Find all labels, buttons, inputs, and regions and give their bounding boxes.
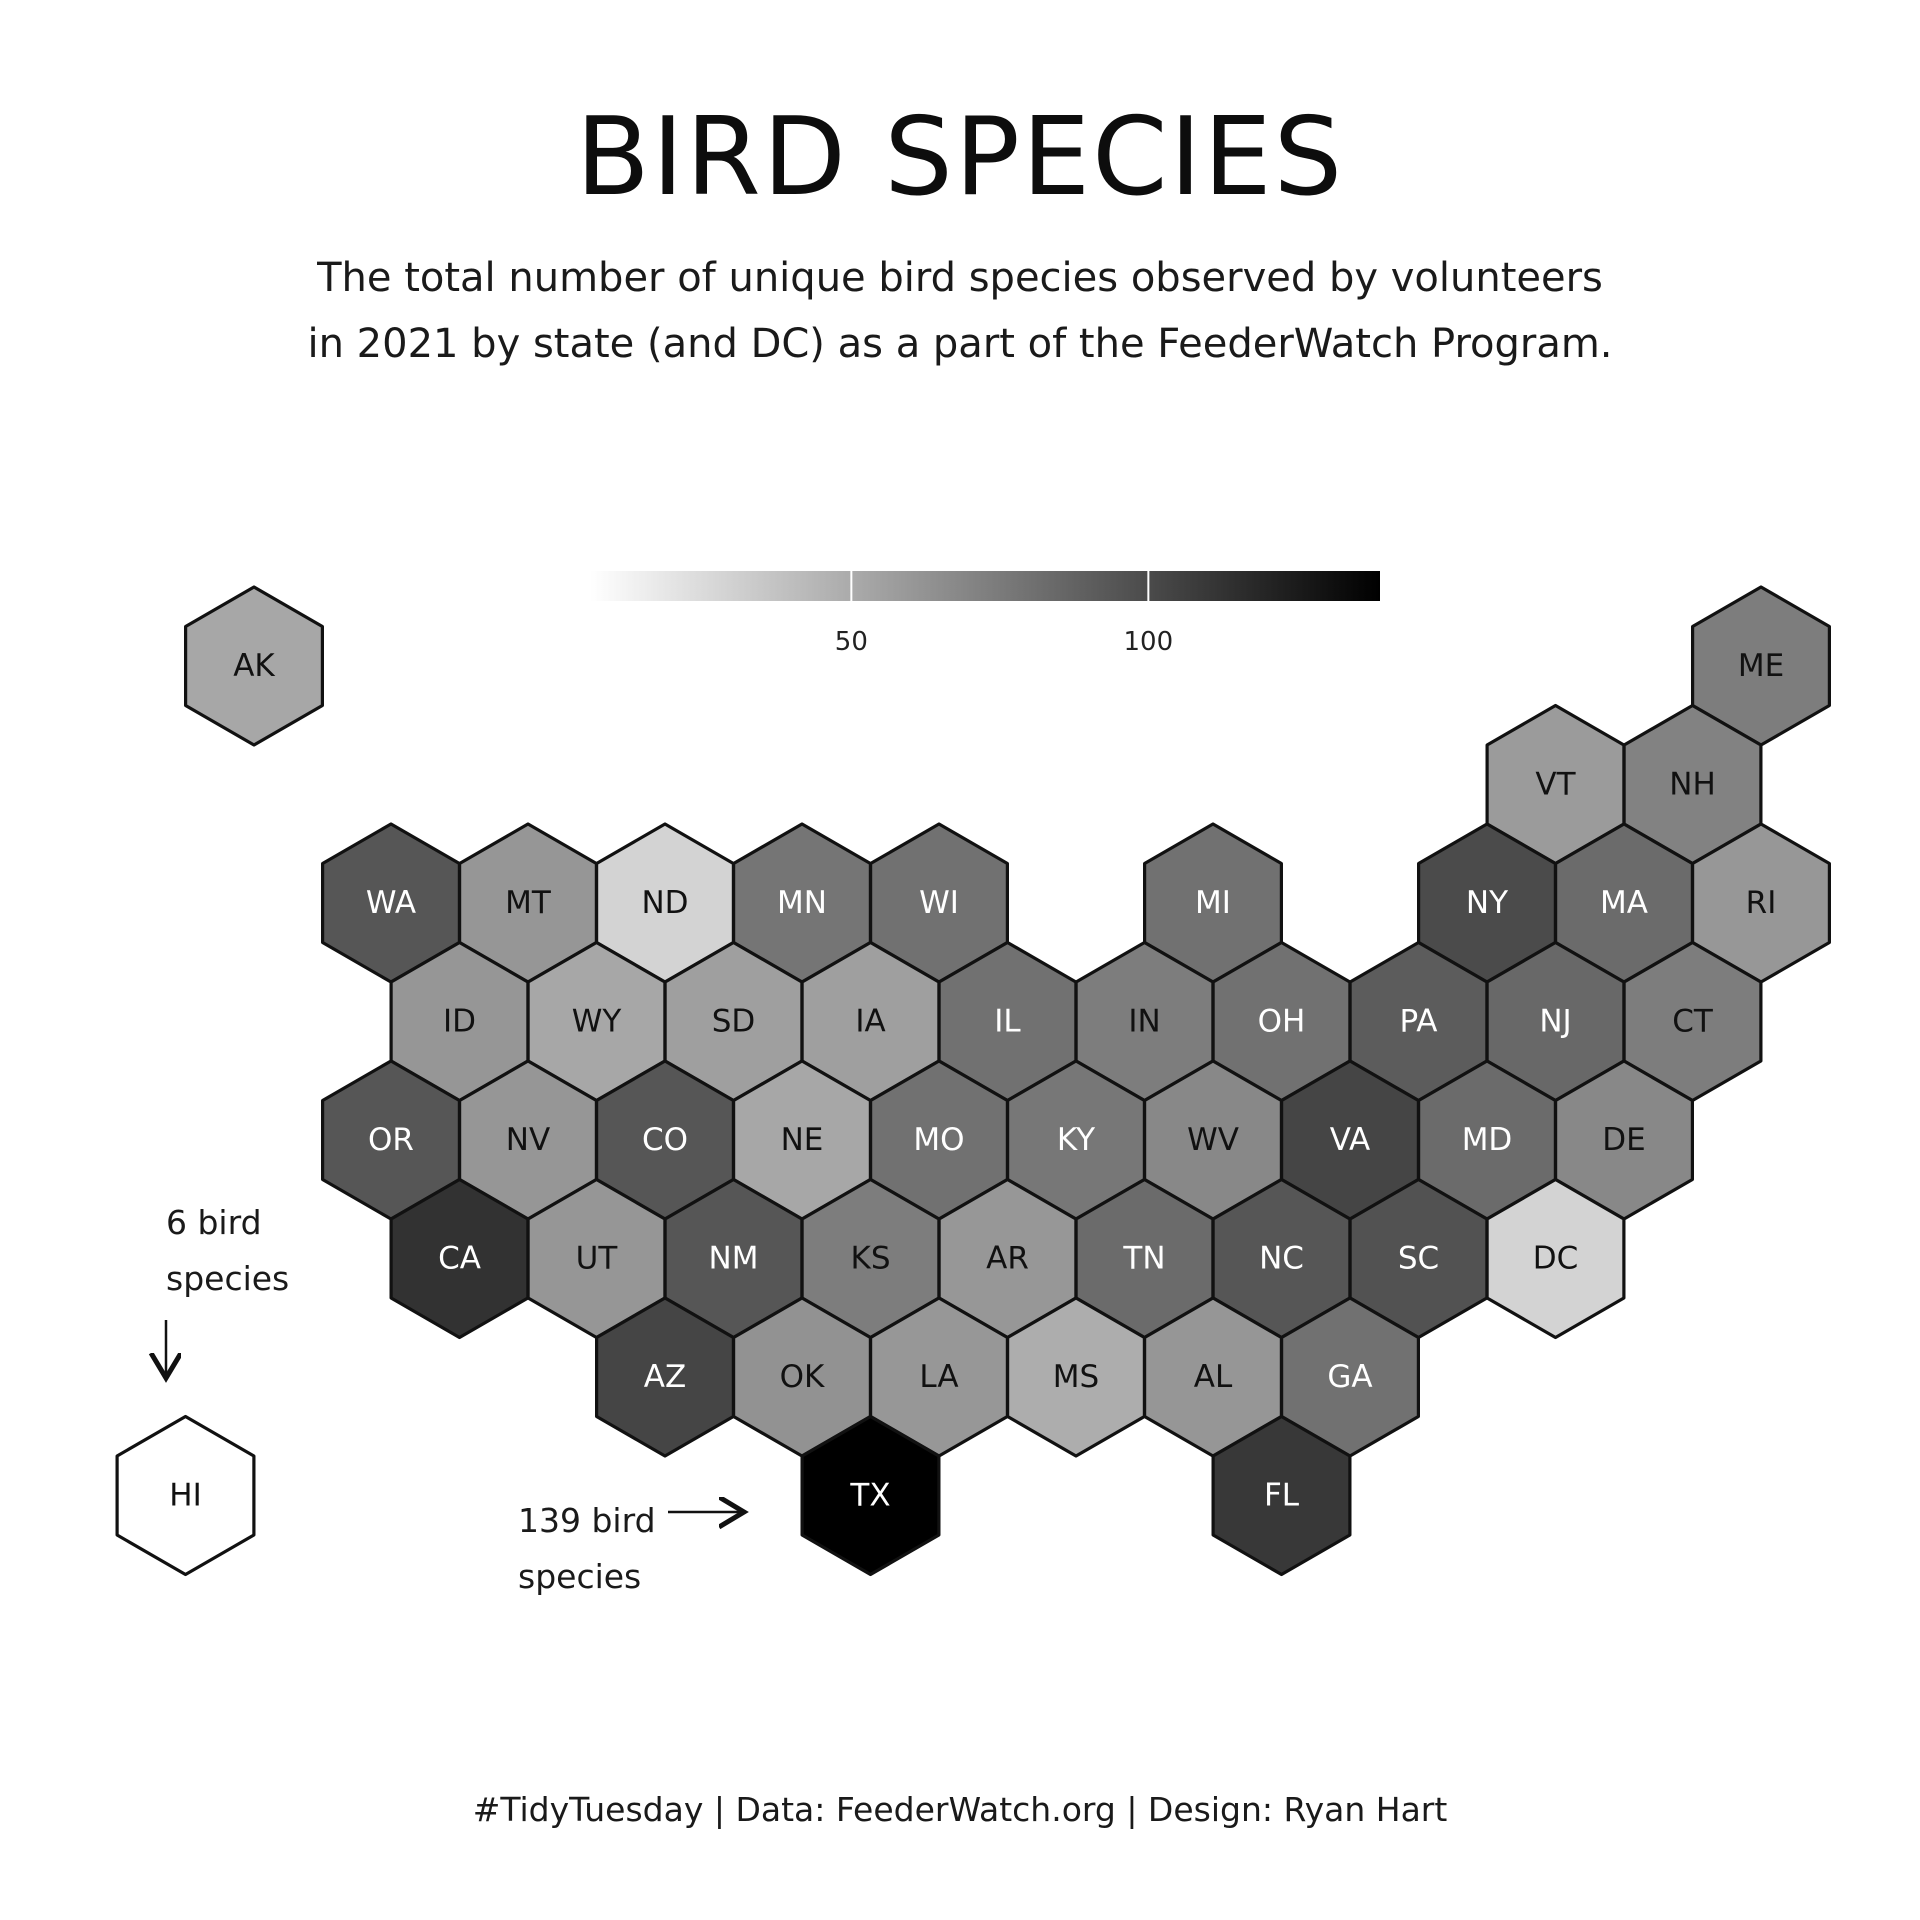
state-label-id: ID	[443, 1004, 476, 1040]
state-label-ks: KS	[850, 1241, 890, 1277]
state-label-ma: MA	[1600, 885, 1648, 921]
legend-tick-label: 50	[835, 627, 868, 657]
state-label-wy: WY	[572, 1004, 622, 1040]
state-label-sd: SD	[712, 1004, 756, 1040]
state-label-ga: GA	[1327, 1359, 1372, 1395]
state-label-wv: WV	[1187, 1122, 1239, 1158]
state-label-ms: MS	[1053, 1359, 1099, 1395]
state-label-oh: OH	[1258, 1004, 1306, 1040]
state-label-sc: SC	[1398, 1241, 1439, 1277]
state-hex-nh: NH	[1622, 703, 1763, 866]
state-label-co: CO	[642, 1122, 688, 1158]
chart-subtitle: The total number of unique bird species …	[0, 245, 1920, 377]
tx-annotation-line-2: species	[518, 1557, 641, 1596]
state-label-ut: UT	[576, 1241, 619, 1277]
tx-annotation-line-1: 139 bird	[518, 1501, 656, 1540]
legend-tick-label: 100	[1124, 627, 1174, 657]
state-hex-hi: HI	[115, 1414, 256, 1577]
state-hex-wy: WY	[526, 940, 667, 1103]
state-label-nd: ND	[641, 885, 688, 921]
state-label-ny: NY	[1466, 885, 1508, 921]
state-label-mt: MT	[505, 885, 552, 921]
state-label-ia: IA	[855, 1004, 885, 1040]
state-label-wa: WA	[366, 885, 416, 921]
hi-annotation-line-2: species	[166, 1259, 289, 1298]
legend-colorbar	[590, 571, 1380, 601]
state-label-me: ME	[1738, 648, 1784, 684]
state-label-tn: TN	[1122, 1241, 1165, 1277]
annotation-hi: 6 bird species	[166, 1203, 289, 1378]
subtitle-line-1: The total number of unique bird species …	[317, 255, 1603, 301]
state-label-va: VA	[1330, 1122, 1370, 1158]
hex-shape-tx	[800, 1414, 941, 1577]
annotation-tx: 139 bird species	[518, 1501, 744, 1596]
state-hex-nc: NC	[1211, 1177, 1352, 1340]
state-label-nc: NC	[1259, 1241, 1304, 1277]
state-hexagons: AK ME VT NH WA MT ND MN WI MI NY MA RI ID WY SD IA IL IN OH…	[115, 585, 1832, 1577]
state-label-nm: NM	[709, 1241, 759, 1277]
state-label-mi: MI	[1195, 885, 1231, 921]
state-label-ri: RI	[1746, 885, 1777, 921]
state-label-vt: VT	[1535, 767, 1576, 803]
state-hex-ak: AK	[184, 585, 324, 747]
state-hex-fl: FL	[1211, 1414, 1352, 1577]
hex-shape-dc	[1485, 1177, 1626, 1340]
hi-annotation-line-1: 6 bird	[166, 1203, 262, 1242]
state-label-ct: CT	[1672, 1004, 1714, 1040]
state-hex-ga: GA	[1279, 1296, 1421, 1458]
state-label-ca: CA	[438, 1241, 481, 1277]
state-label-az: AZ	[644, 1359, 686, 1395]
subtitle-line-2: in 2021 by state (and DC) as a part of t…	[307, 321, 1613, 367]
state-label-hi: HI	[169, 1478, 201, 1514]
state-label-ne: NE	[781, 1122, 824, 1158]
state-label-de: DE	[1602, 1122, 1645, 1158]
state-label-in: IN	[1128, 1004, 1160, 1040]
state-label-pa: PA	[1400, 1004, 1438, 1040]
state-label-ak: AK	[233, 648, 275, 684]
state-hex-ms: MS	[1005, 1296, 1147, 1458]
state-label-il: IL	[994, 1004, 1021, 1040]
state-label-fl: FL	[1264, 1478, 1300, 1514]
hex-shape-ak	[184, 585, 324, 747]
state-label-md: MD	[1462, 1122, 1513, 1158]
state-hex-dc: DC	[1485, 1177, 1626, 1340]
hex-shape-hi	[115, 1414, 256, 1577]
state-label-nv: NV	[506, 1122, 550, 1158]
state-hex-mt: MT	[458, 822, 599, 984]
state-label-ok: OK	[780, 1359, 825, 1395]
state-label-wi: WI	[919, 885, 959, 921]
state-label-ky: KY	[1057, 1122, 1095, 1158]
color-legend: 50 100	[590, 571, 1380, 657]
state-label-mn: MN	[777, 885, 827, 921]
state-hex-tx: TX	[800, 1414, 941, 1577]
hex-shape-fl	[1211, 1414, 1352, 1577]
state-label-nj: NJ	[1539, 1004, 1571, 1040]
state-label-dc: DC	[1533, 1241, 1579, 1277]
state-hex-la: LA	[868, 1296, 1010, 1458]
state-hex-me: ME	[1690, 585, 1832, 747]
state-label-tx: TX	[849, 1478, 890, 1514]
state-label-al: AL	[1194, 1359, 1233, 1395]
state-label-mo: MO	[913, 1122, 964, 1158]
state-label-or: OR	[368, 1122, 414, 1158]
state-hex-nd: ND	[594, 822, 736, 984]
state-label-la: LA	[919, 1359, 958, 1395]
state-label-nh: NH	[1669, 767, 1716, 803]
state-label-ar: AR	[986, 1241, 1029, 1277]
caption: #TidyTuesday | Data: FeederWatch.org | D…	[472, 1790, 1448, 1829]
chart-title: BIRD SPECIES	[575, 95, 1345, 220]
state-hex-oh: OH	[1211, 940, 1352, 1103]
